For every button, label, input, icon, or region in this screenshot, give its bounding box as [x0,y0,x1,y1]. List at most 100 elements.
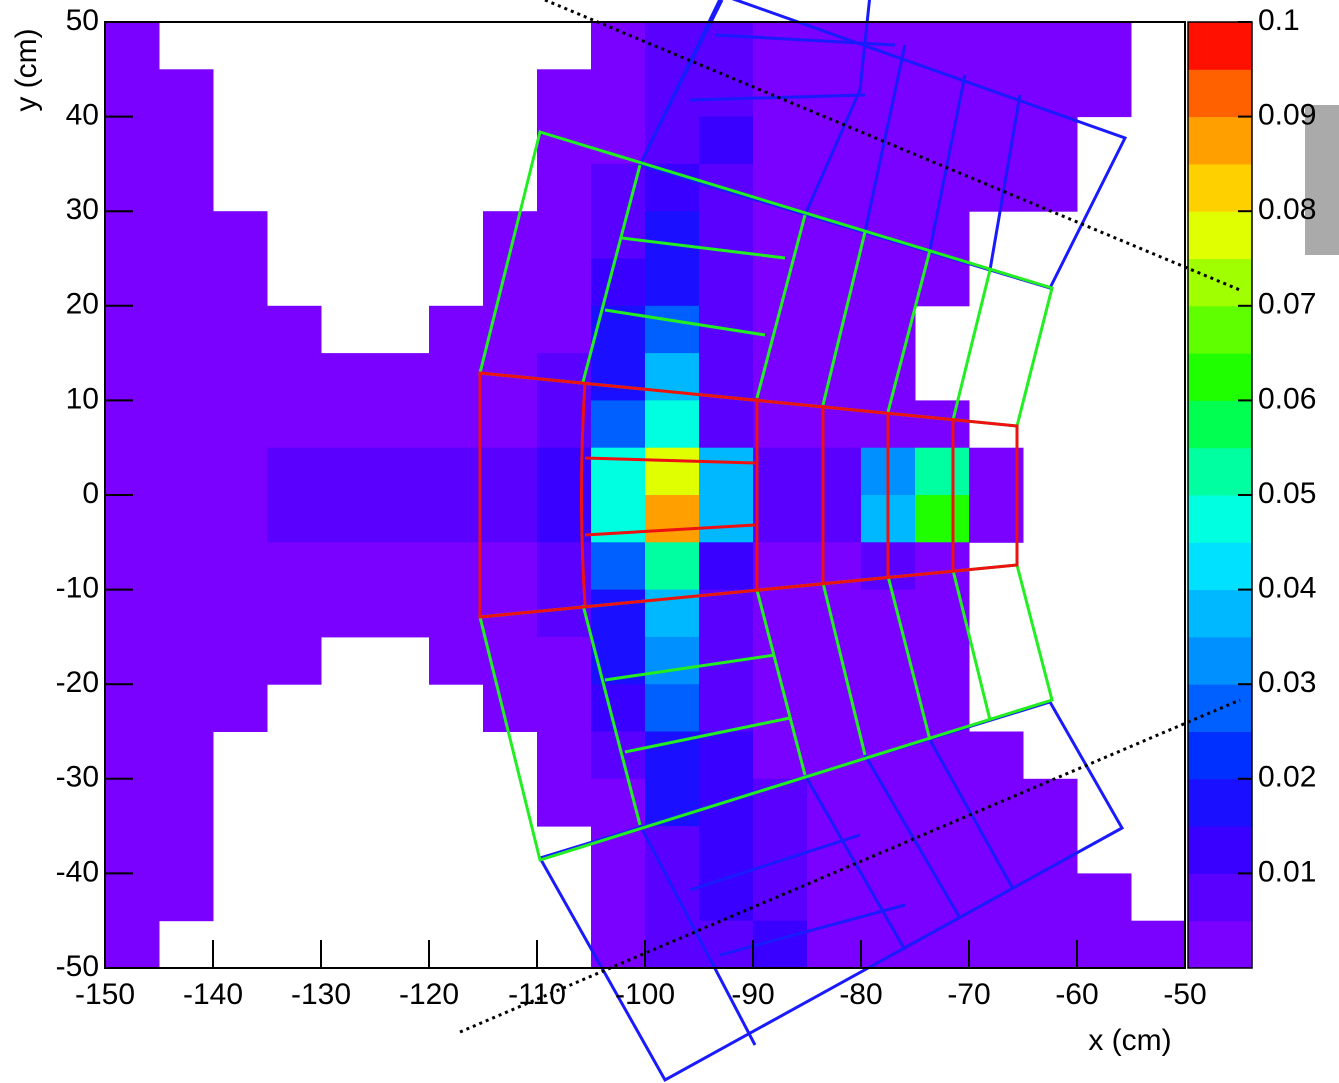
cell [375,447,430,496]
cell [159,353,214,401]
cell [699,589,754,638]
colorbar-step [1188,353,1252,401]
colorbar-step [1188,211,1252,259]
cell [1023,920,1078,969]
outline-green [604,653,776,682]
cell [159,589,214,638]
cell [969,447,1024,496]
cell [159,873,214,922]
cell [645,69,700,118]
cell [753,400,808,449]
cell [105,873,160,922]
cell [645,116,700,165]
cell [159,495,214,543]
cell [915,873,970,922]
cell [969,495,1024,543]
y-tick-label: 20 [66,288,99,321]
cell [861,731,916,780]
cell [105,684,160,732]
y-tick-label: 40 [66,99,99,132]
cell [591,589,646,638]
cell [699,400,754,449]
cell [483,400,538,449]
outline-blue [689,833,861,892]
cell [915,447,970,496]
cell [105,116,160,165]
cell [699,684,754,732]
colorbar-step [1188,447,1252,496]
cell [429,589,484,638]
y-axis-title: y (cm) [10,28,43,111]
cell [321,447,376,496]
cell [159,826,214,874]
cell [861,258,916,307]
cell [699,920,754,969]
cell [105,778,160,827]
cell [915,684,970,732]
z-tick-label: 0.08 [1258,193,1316,226]
cell [915,495,970,543]
cell [375,542,430,591]
cell [807,636,862,685]
cell [1131,920,1186,969]
cell [645,211,700,259]
cell [537,353,592,401]
cell [645,400,700,449]
cell [105,495,160,543]
cell [483,447,538,496]
cell [807,116,862,165]
cell [699,258,754,307]
cell [537,589,592,638]
cell [861,589,916,638]
cell [807,495,862,543]
cell [429,353,484,401]
cell [213,684,268,732]
cell [645,920,700,969]
cell [159,163,214,212]
outline-blue [863,44,907,233]
x-tick-label: -70 [947,978,990,1011]
cell [1023,163,1078,212]
outline-green [886,575,932,741]
cell [105,353,160,401]
outline-blue [803,0,871,216]
outline-green [821,231,867,406]
outline-green [755,214,807,399]
cell [483,542,538,591]
cell [1023,778,1078,827]
cell [105,258,160,307]
cell [699,731,754,780]
cell [105,22,160,70]
cell [807,163,862,212]
x-tick-label: -90 [731,978,774,1011]
cell [537,305,592,354]
cell [753,258,808,307]
cell [483,495,538,543]
cell [753,69,808,118]
cell [267,447,322,496]
outline-red [478,371,1019,619]
cell [699,826,754,874]
cell [159,684,214,732]
cell [429,447,484,496]
cell [753,589,808,638]
cell [159,69,214,118]
cell [537,636,592,685]
cell [915,22,970,70]
cell [213,305,268,354]
x-tick-label: -110 [508,978,566,1011]
y-tick-label: 30 [66,193,99,226]
cell [159,400,214,449]
detector-outline [459,0,1241,1083]
cell [915,778,970,827]
x-axis-title: x (cm) [1088,1024,1171,1057]
colorbar-step [1188,305,1252,354]
cell [159,447,214,496]
cell [375,353,430,401]
outline-blue [863,754,962,919]
cell [645,873,700,922]
cell [591,542,646,591]
y-tick-label: -30 [56,761,99,794]
cell [537,211,592,259]
cell [915,589,970,638]
